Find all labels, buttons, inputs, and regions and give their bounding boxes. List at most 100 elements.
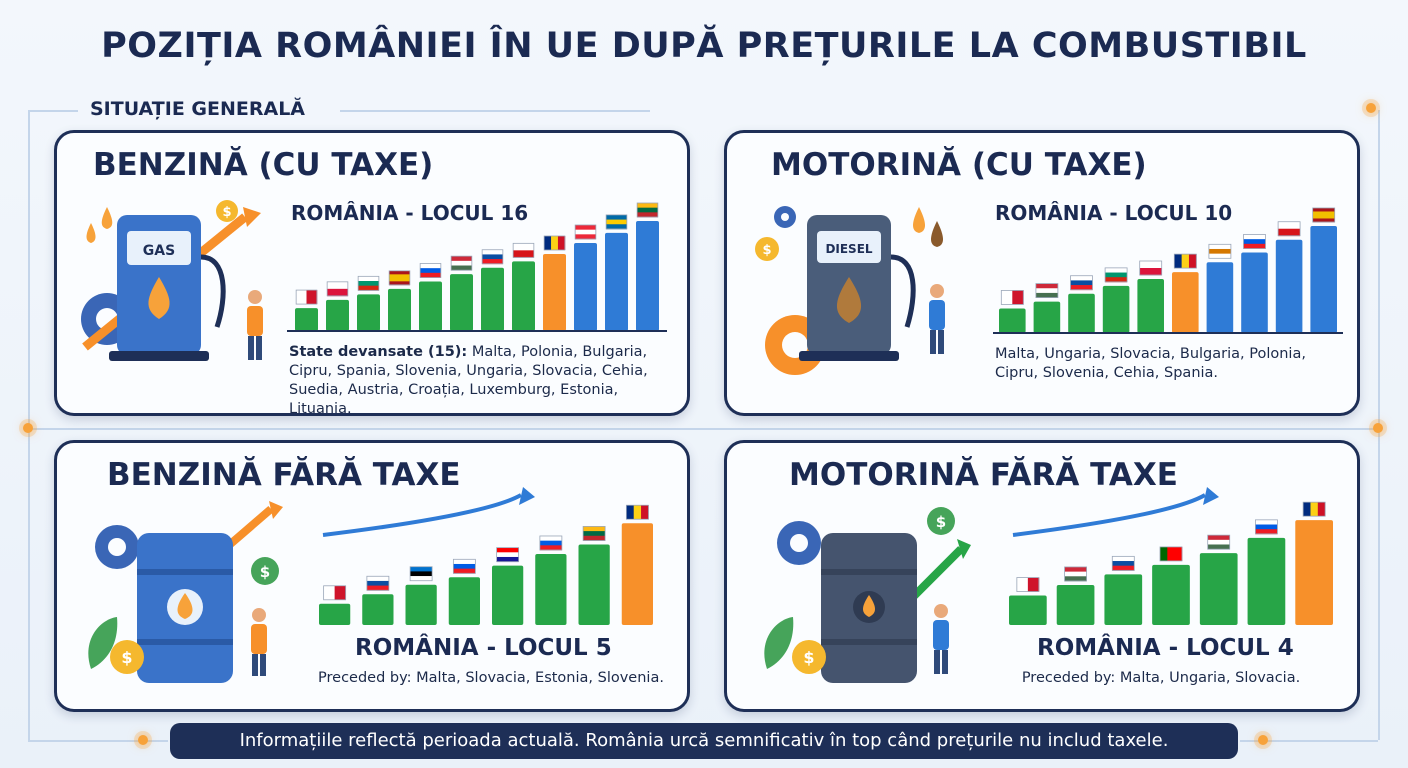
frame-line-bottom (28, 740, 168, 742)
bar-hu (1056, 584, 1095, 625)
bar-si (1247, 537, 1286, 625)
flag-hu-icon (1207, 534, 1231, 550)
footer-note: Informațiile reflectă perioada actuală. … (170, 723, 1238, 759)
note-countries: Preceded by: Malta, Ungaria, Slovacia. (1021, 670, 1301, 686)
flag-pl-icon (326, 281, 349, 297)
flag-cz-icon (1277, 221, 1301, 237)
flag-ro-icon (1302, 501, 1326, 517)
flag-mt-icon (295, 289, 318, 305)
bar-ee (405, 584, 437, 625)
flag-sk-icon (366, 575, 390, 591)
flag-sk-icon (1070, 275, 1093, 291)
flag-mt-icon (1016, 577, 1040, 592)
flag-es-icon (1312, 207, 1336, 223)
svg-text:$: $ (936, 513, 946, 531)
worker-icon (247, 290, 263, 360)
bar-si (1241, 252, 1268, 333)
note-countries: Malta, Polonia, Bulgaria, Cipru, Spania,… (289, 344, 648, 417)
page-title: POZIȚIA ROMÂNIEI ÎN UE DUPĂ PREȚURILE LA… (101, 26, 1307, 66)
bar-es (1310, 225, 1337, 333)
svg-text:$: $ (222, 205, 231, 220)
flag-ro-icon (543, 235, 566, 251)
card-title: BENZINĂ (CU TAXE) (93, 147, 434, 183)
glow-dot (1373, 423, 1383, 433)
flag-lt-icon (636, 202, 659, 218)
glow-dot (1258, 735, 1268, 745)
trend-arrow-head (1203, 487, 1219, 505)
note-text: Malta, Ungaria, Slovacia, Bulgaria, Polo… (995, 345, 1345, 383)
bar-cz (512, 261, 535, 331)
flag-hu-icon (450, 255, 473, 271)
bar-hu (450, 274, 473, 331)
gear-icon (774, 206, 796, 228)
svg-text:$: $ (762, 243, 771, 258)
bar-sk (481, 267, 504, 331)
flag-hu-icon (1035, 283, 1059, 298)
card-diesel-with-taxes: MOTORINĂ (CU TAXE) $ DIESEL ROMÂNIA - LO… (724, 130, 1360, 416)
note-text: Preceded by: Malta, Ungaria, Slovacia. (991, 669, 1331, 688)
bar-ro (621, 523, 653, 625)
flag-pt-icon (1159, 546, 1183, 562)
flag-cy-icon (1208, 243, 1232, 259)
gear-icon (95, 525, 139, 569)
chart-diesel-with-taxes (993, 207, 1343, 334)
card-title: BENZINĂ FĂRĂ TAXE (107, 457, 461, 493)
flag-si-icon (452, 558, 476, 574)
flag-si-icon (539, 535, 563, 551)
flag-bg-icon (357, 275, 380, 291)
bar-ro (543, 254, 566, 331)
bar-hr (492, 565, 524, 625)
chart-petrol-with-taxes (287, 202, 667, 332)
flag-hr-icon (496, 547, 520, 563)
rank-label: ROMÂNIA - LOCUL 10 (995, 201, 1233, 225)
chart-diesel-without-taxes (1009, 487, 1333, 625)
frame-line-middle (28, 428, 1378, 430)
note-label: State devansate (15): (289, 344, 468, 360)
note-text: Preceded by: Malta, Slovacia, Estonia, S… (301, 669, 681, 688)
flag-bg-icon (1104, 267, 1128, 283)
flag-at-icon (574, 224, 597, 240)
bar-sk (1068, 293, 1095, 333)
flag-se-icon (605, 214, 628, 230)
flag-sk-icon (481, 249, 504, 265)
pump-label: DIESEL (825, 242, 872, 256)
flag-si-icon (1243, 234, 1266, 249)
bar-pt (1152, 564, 1190, 625)
svg-text:$: $ (803, 648, 814, 667)
card-petrol-with-taxes: BENZINĂ (CU TAXE) GAS $ ROMÂNIA - LOCUL … (54, 130, 690, 417)
trend-arrow (322, 493, 522, 537)
glow-dot (138, 735, 148, 745)
bar-lt (578, 544, 610, 625)
flag-lt-icon (582, 526, 606, 541)
frame-line-top-left (28, 110, 78, 112)
bar-se (605, 232, 628, 331)
flag-si-icon (1255, 519, 1278, 535)
flag-pl-icon (1139, 260, 1163, 276)
bar-sk (1104, 574, 1143, 625)
bar-pl (1137, 279, 1164, 333)
rank-label: ROMÂNIA - LOCUL 16 (291, 201, 529, 225)
card-diesel-without-taxes: MOTORINĂ FĂRĂ TAXE $ $ ROMÂNIA - LOCUL 4… (724, 440, 1360, 712)
bar-hu (1033, 301, 1061, 333)
flag-hu-icon (1064, 566, 1087, 582)
svg-text:$: $ (121, 648, 132, 667)
bar-hu (1199, 553, 1238, 625)
note-countries: Preceded by: Malta, Slovacia, Estonia, S… (318, 670, 664, 686)
note-countries: Malta, Ungaria, Slovacia, Bulgaria, Polo… (995, 346, 1306, 381)
card-title: MOTORINĂ FĂRĂ TAXE (789, 457, 1178, 493)
bar-si (419, 281, 442, 331)
bar-bg (357, 294, 380, 331)
bar-cz (1275, 239, 1303, 333)
oil-barrel-icon: $ $ (764, 507, 971, 683)
card-petrol-without-taxes: BENZINĂ FĂRĂ TAXE $ $ ROMÂNIA - LOCUL 5 … (54, 440, 690, 712)
trend-arrow-head (519, 487, 535, 505)
gear-icon (777, 521, 821, 565)
flag-si-icon (419, 263, 442, 278)
bar-mt (295, 308, 318, 331)
bar-sk (362, 594, 394, 625)
bar-si (535, 553, 567, 625)
flag-sk-icon (1111, 555, 1135, 571)
diesel-pump-icon: $ DIESEL (755, 206, 945, 375)
glow-dot (1366, 103, 1376, 113)
glow-dot (23, 423, 33, 433)
